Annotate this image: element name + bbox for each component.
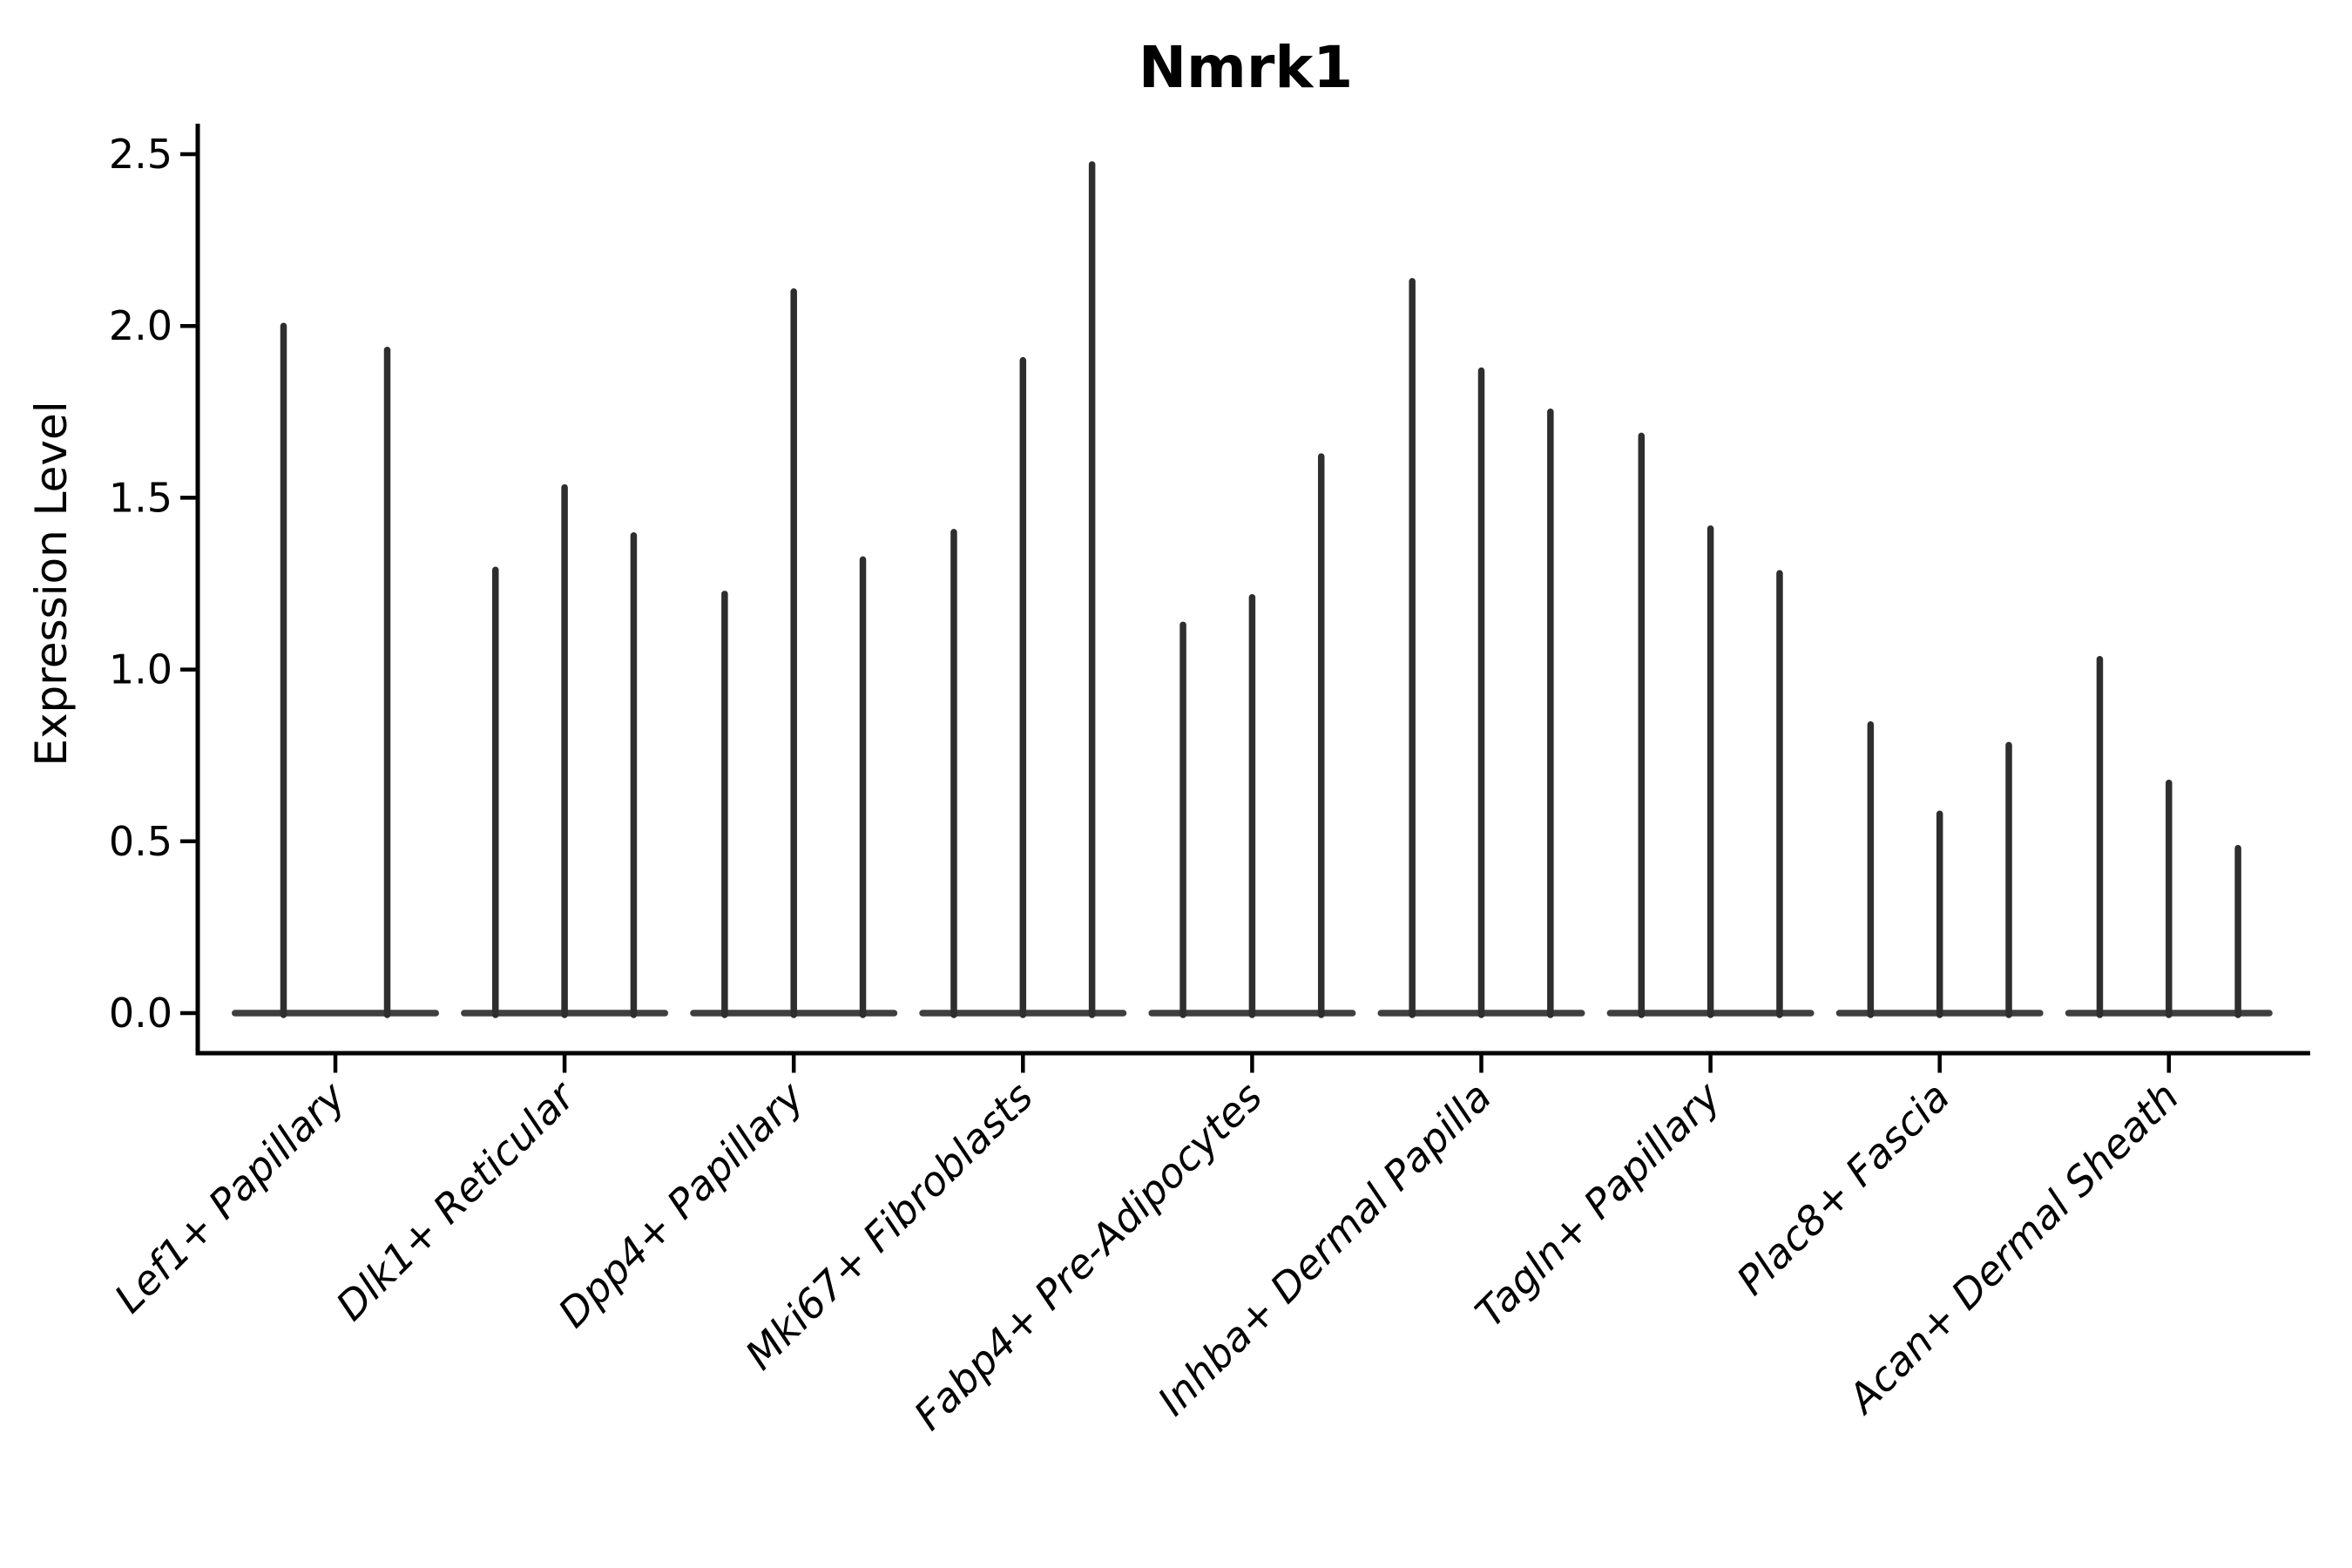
y-tick-label: 0.0 xyxy=(109,990,172,1037)
y-tick-label: 0.5 xyxy=(109,818,172,865)
violin-baseline xyxy=(232,1010,439,1017)
x-category-label: Dlk1+ Reticular xyxy=(327,1071,585,1329)
y-tick-label: 2.0 xyxy=(109,302,172,349)
y-tick-label: 2.5 xyxy=(109,131,172,178)
y-axis-title: Expression Level xyxy=(26,401,77,766)
x-category-label: Plac8+ Fascia xyxy=(1727,1073,1958,1304)
x-category-label: Dpp4+ Papillary xyxy=(549,1072,813,1336)
y-tick-label: 1.5 xyxy=(109,474,172,521)
x-category-label: Lef1+ Papillary xyxy=(105,1072,355,1321)
x-category-label: Tagln+ Papillary xyxy=(1466,1072,1730,1336)
figure-title: Nmrk1 xyxy=(1139,34,1353,101)
y-tick-label: 1.0 xyxy=(109,646,172,693)
